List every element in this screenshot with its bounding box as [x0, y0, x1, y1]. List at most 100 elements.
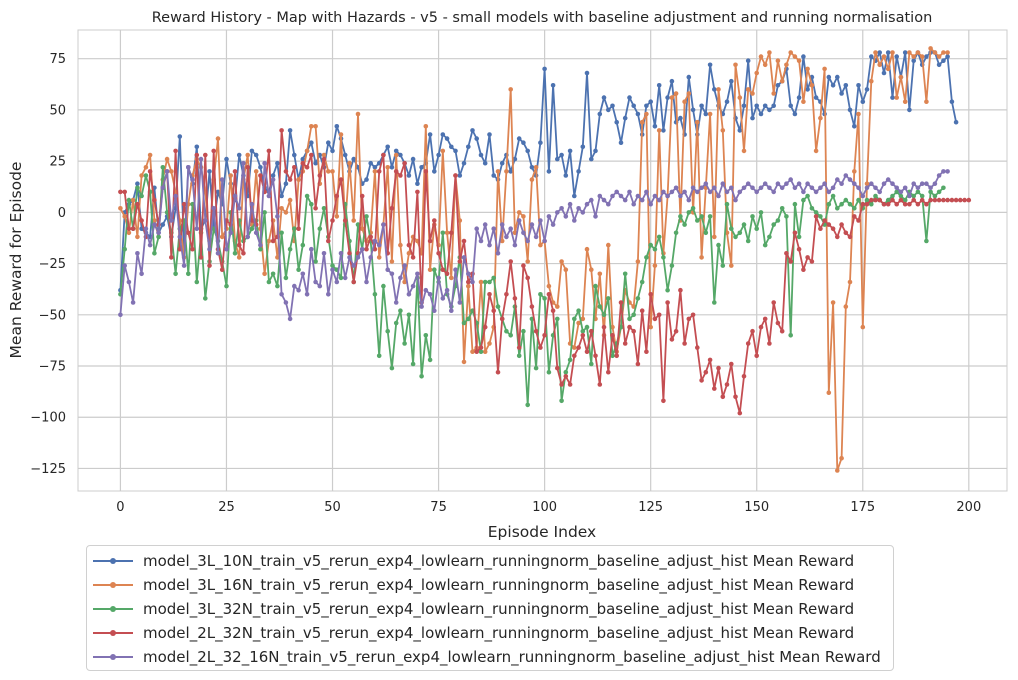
data-point: [826, 390, 832, 396]
data-point: [818, 115, 823, 121]
data-point: [317, 173, 323, 178]
data-point: [317, 226, 323, 231]
data-point: [143, 165, 149, 170]
data-point: [173, 193, 178, 199]
data-point: [147, 152, 153, 158]
data-point: [330, 148, 335, 154]
data-point: [627, 316, 632, 322]
data-point: [597, 304, 603, 309]
data-point: [652, 124, 658, 129]
data-point: [219, 177, 225, 182]
data-point: [181, 201, 187, 207]
data-point: [402, 341, 407, 346]
data-point: [584, 246, 590, 252]
series-5: [118, 156, 950, 322]
data-point: [911, 193, 916, 199]
data-point: [139, 193, 144, 199]
x-tick-label: 175: [850, 500, 875, 515]
data-point: [915, 50, 921, 55]
data-point: [275, 160, 280, 166]
data-point: [262, 271, 267, 277]
data-point: [372, 292, 378, 297]
data-point: [661, 189, 666, 195]
data-point: [877, 197, 882, 203]
data-point: [648, 201, 653, 207]
data-point: [122, 263, 127, 268]
data-point: [584, 70, 590, 76]
data-point: [279, 193, 284, 199]
data-point: [495, 304, 501, 309]
data-point: [720, 128, 726, 133]
data-point: [275, 214, 280, 219]
data-point: [652, 246, 658, 252]
data-point: [762, 103, 768, 109]
data-point: [313, 279, 318, 285]
data-point: [813, 95, 819, 100]
data-point: [186, 271, 191, 277]
data-point: [376, 353, 382, 359]
data-point: [555, 304, 560, 309]
data-point: [326, 140, 331, 145]
data-point: [941, 197, 946, 203]
data-point: [466, 271, 471, 277]
data-point: [805, 181, 810, 186]
data-point: [873, 197, 878, 203]
data-point: [826, 201, 832, 207]
data-point: [614, 353, 619, 359]
data-point: [478, 349, 484, 355]
data-point: [712, 185, 717, 191]
data-point: [139, 218, 144, 223]
data-point: [720, 394, 726, 400]
data-point: [563, 267, 569, 273]
data-point: [767, 107, 772, 113]
data-point: [427, 267, 433, 273]
data-point: [716, 193, 721, 199]
data-point: [589, 197, 594, 203]
data-point: [453, 173, 458, 178]
data-point: [686, 91, 692, 96]
data-point: [538, 345, 543, 350]
data-point: [368, 234, 374, 240]
data-point: [368, 255, 374, 260]
data-point: [665, 300, 670, 305]
series-4: [118, 128, 972, 416]
data-point: [707, 214, 713, 219]
data-point: [461, 160, 467, 166]
data-point: [852, 206, 857, 211]
data-point: [860, 99, 866, 104]
data-point: [754, 189, 759, 195]
data-point: [415, 271, 420, 277]
data-point: [334, 279, 340, 285]
data-point: [610, 193, 615, 199]
data-point: [393, 320, 399, 326]
data-point: [699, 185, 704, 191]
data-point: [767, 50, 772, 55]
data-point: [835, 177, 840, 182]
data-point: [856, 185, 861, 191]
y-tick-label: −50: [39, 308, 66, 323]
data-point: [521, 263, 526, 268]
data-point: [283, 300, 289, 305]
data-point: [321, 206, 327, 211]
data-point: [364, 279, 369, 285]
data-point: [639, 197, 645, 203]
data-point: [135, 185, 140, 191]
data-point: [894, 185, 899, 191]
data-point: [813, 210, 819, 215]
data-point: [461, 238, 467, 244]
data-point: [512, 296, 518, 301]
data-point: [902, 50, 908, 55]
data-point: [508, 226, 513, 231]
data-point: [482, 349, 488, 355]
data-point: [941, 185, 946, 191]
data-point: [894, 189, 899, 195]
data-point: [474, 226, 480, 231]
data-point: [576, 320, 581, 326]
data-point: [682, 222, 687, 227]
data-point: [864, 87, 870, 92]
data-point: [703, 181, 709, 186]
data-point: [788, 103, 793, 109]
data-point: [279, 128, 284, 133]
data-point: [516, 210, 522, 215]
data-point: [580, 210, 586, 215]
